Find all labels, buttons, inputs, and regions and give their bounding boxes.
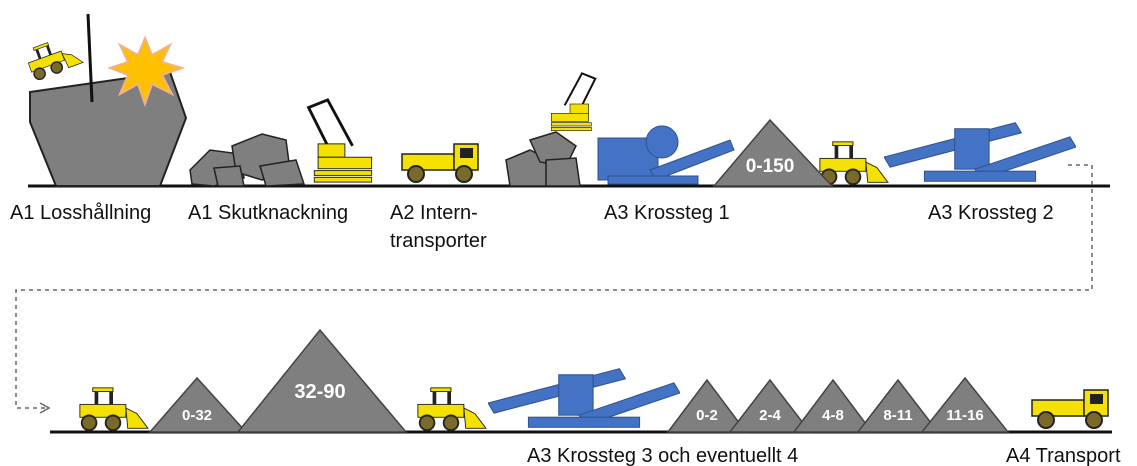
- loader: [78, 386, 149, 432]
- pile-label: 4-8: [822, 407, 844, 424]
- step-label: A1 Losshållning: [10, 202, 151, 224]
- pile: [856, 378, 940, 433]
- pile-label: 0-2: [696, 407, 718, 424]
- pile: [148, 376, 248, 433]
- excavator: [306, 98, 374, 184]
- pile: [920, 376, 1010, 433]
- rocks: [505, 131, 581, 187]
- step-label: transporter: [390, 230, 487, 252]
- excavator: [551, 73, 595, 130]
- step-label: A3 Krossteg 1: [604, 202, 730, 224]
- connector: [15, 164, 1093, 409]
- crusher: [488, 368, 680, 428]
- connector-arrow: [39, 402, 51, 414]
- truck: [1032, 390, 1108, 428]
- pile: [728, 378, 812, 433]
- pile: [236, 328, 408, 433]
- step-label: A3 Krossteg 2: [928, 202, 1054, 224]
- pile-label: 0-32: [182, 407, 212, 424]
- pile: [792, 378, 874, 433]
- step-label: A4 Transport: [1006, 445, 1121, 466]
- piles: 0-150 0-32 32-90 0-2 2-4 4-8 8-11 11-16: [148, 118, 1010, 433]
- rocks: [189, 133, 306, 187]
- loader: [416, 386, 487, 432]
- step-label: A3 Krossteg 3 och eventuellt 4: [527, 445, 798, 466]
- truck: [402, 144, 478, 182]
- crusher: [884, 122, 1076, 182]
- pile-label: 0-150: [746, 156, 795, 177]
- step-label: A2 Intern-: [390, 202, 478, 224]
- step-label: A1 Skutknackning: [188, 202, 348, 224]
- pile-label: 32-90: [294, 381, 345, 403]
- pile: [712, 118, 834, 187]
- pile-label: 11-16: [946, 407, 984, 424]
- pile: [666, 378, 748, 433]
- pile-label: 2-4: [759, 407, 781, 424]
- pile-label: 8-11: [883, 407, 912, 424]
- ship: [23, 13, 188, 187]
- loader: [818, 140, 889, 186]
- crusher: [597, 125, 735, 185]
